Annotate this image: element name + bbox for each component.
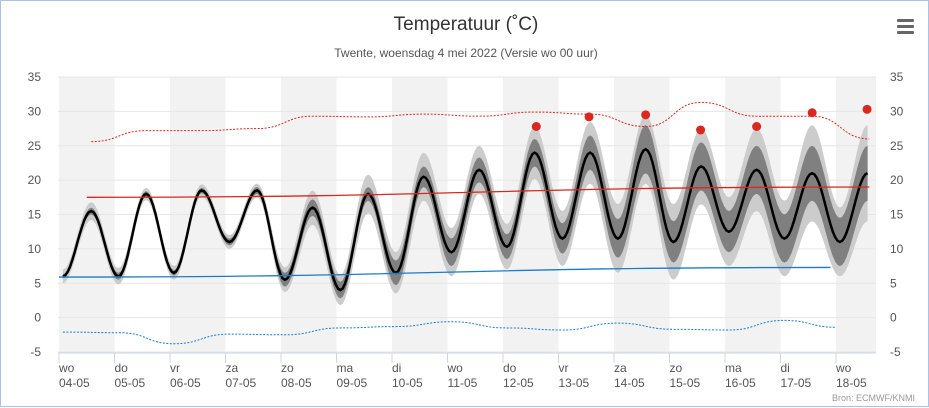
y-tick-left: 20 [28, 173, 42, 187]
x-tick-date: 15-05 [670, 376, 701, 390]
x-tick-date: 16-05 [725, 376, 756, 390]
x-tick-date: 11-05 [448, 376, 478, 390]
max-extremen-marker[interactable] [584, 112, 594, 122]
x-tick-date: 18-05 [836, 376, 867, 390]
normaal-min-line[interactable] [58, 266, 831, 278]
y-tick-right: 30 [890, 104, 904, 118]
max-extremen-marker[interactable] [696, 125, 706, 135]
record-min-line[interactable] [62, 319, 837, 345]
x-tick-day: ma [337, 361, 354, 375]
max-extremen-marker[interactable] [752, 122, 762, 131]
x-tick-day: do [503, 361, 517, 375]
y-tick-left: 5 [34, 276, 41, 290]
x-tick-date: 13-05 [559, 376, 590, 390]
y-tick-left: 0 [34, 311, 41, 325]
chart-title: Temperatuur (˚C) [394, 14, 539, 35]
chart-subtitle: Twente, woensdag 4 mei 2022 (Versie wo 0… [334, 46, 597, 60]
max-extremen-marker[interactable] [641, 110, 651, 120]
x-tick-date: 10-05 [392, 376, 423, 390]
y-tick-right: 15 [890, 208, 904, 222]
x-tick-day: wo [835, 361, 852, 375]
y-tick-right: -5 [890, 345, 901, 359]
x-tick-date: 09-05 [337, 376, 368, 390]
x-tick-date: 12-05 [503, 376, 534, 390]
max-extremen-marker[interactable] [862, 104, 872, 114]
x-tick-day: di [781, 361, 790, 375]
x-tick-date: 17-05 [781, 376, 812, 390]
normaal-max-line[interactable] [86, 186, 870, 198]
y-tick-right: 5 [890, 276, 897, 290]
y-tick-left: 25 [28, 139, 42, 153]
y-tick-right: 25 [890, 139, 904, 153]
y-tick-right: 20 [890, 173, 904, 187]
x-tick-day: vr [559, 361, 569, 375]
record-max-line[interactable] [91, 101, 870, 143]
x-tick-date: 04-05 [59, 376, 90, 390]
y-tick-left: 30 [28, 104, 42, 118]
x-tick-day: za [226, 361, 239, 375]
y-tick-right: 10 [890, 242, 904, 256]
y-tick-right: 35 [890, 70, 904, 84]
max-extremen-marker[interactable] [807, 108, 817, 118]
x-tick-day: ma [725, 361, 742, 375]
y-tick-left: 35 [28, 70, 42, 84]
x-tick-date: 06-05 [170, 376, 201, 390]
x-tick-day: zo [670, 361, 683, 375]
x-tick-day: za [614, 361, 627, 375]
x-tick-day: do [115, 361, 129, 375]
y-tick-left: 10 [28, 242, 42, 256]
x-tick-date: 08-05 [281, 376, 312, 390]
x-tick-day: wo [447, 361, 464, 375]
max-extremen-marker[interactable] [531, 122, 541, 131]
x-tick-day: di [392, 361, 401, 375]
x-tick-date: 14-05 [614, 376, 645, 390]
x-tick-date: 05-05 [115, 376, 146, 390]
x-tick-day: vr [170, 361, 180, 375]
y-tick-right: 0 [890, 311, 897, 325]
x-tick-date: 07-05 [226, 376, 257, 390]
x-tick-day: wo [58, 361, 75, 375]
x-tick-day: zo [281, 361, 294, 375]
median-line[interactable] [62, 147, 869, 292]
y-tick-left: 15 [28, 208, 42, 222]
hamburger-menu-icon[interactable] [897, 19, 914, 34]
credits[interactable]: Bron: ECMWF/KNMI [832, 393, 915, 403]
y-tick-left: -5 [30, 345, 41, 359]
